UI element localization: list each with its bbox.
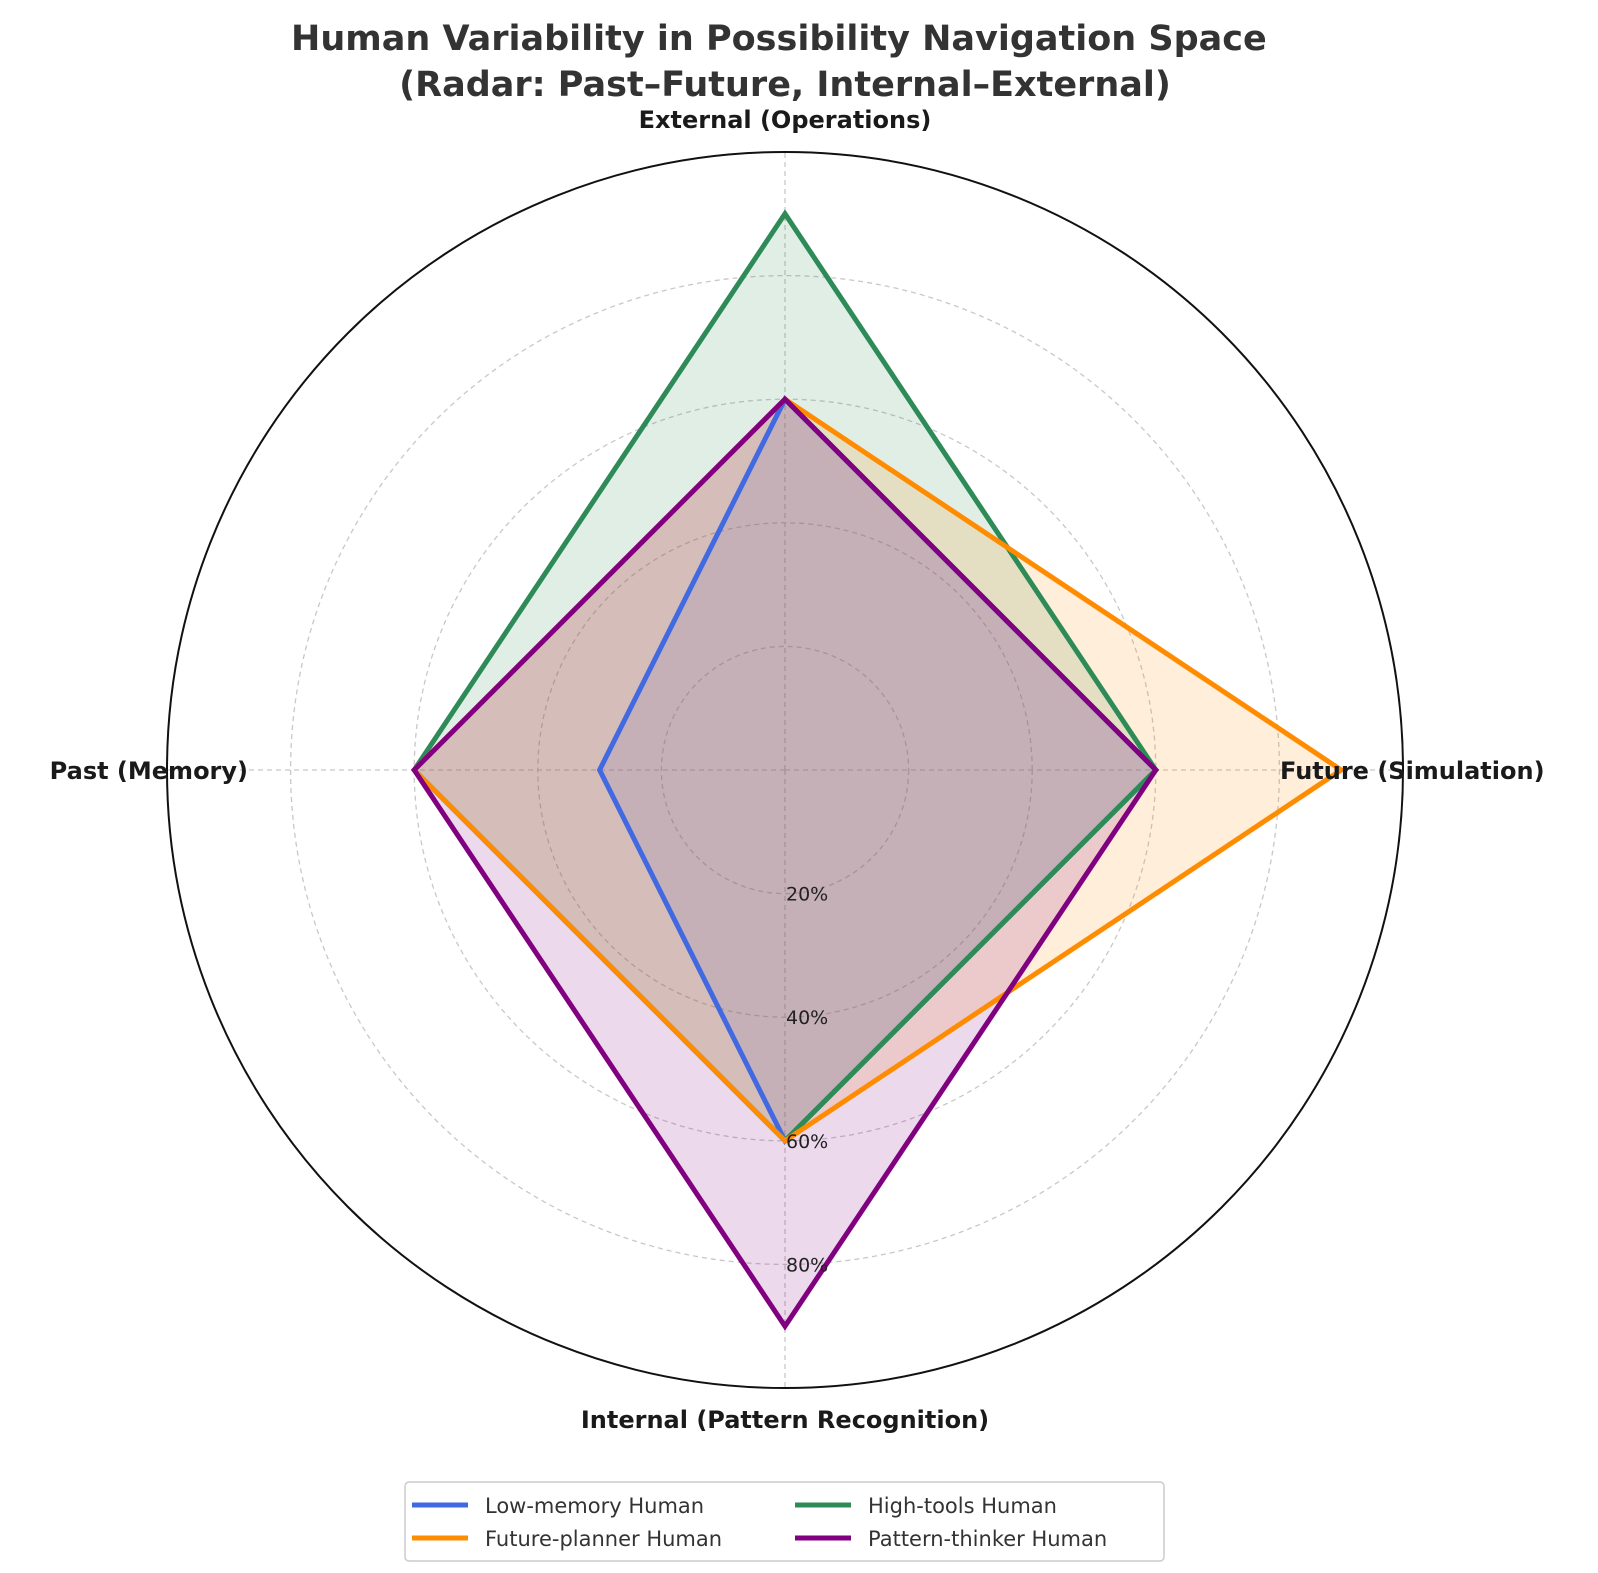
chart-title: Human Variability in Possibility Navigat… [291, 19, 1279, 105]
radial-tick-labels: 20% 40% 60% 80% [786, 884, 828, 1277]
tick-label: 60% [786, 1131, 828, 1153]
tick-label: 40% [786, 1007, 828, 1029]
axis-label: Past (Memory) [50, 757, 248, 785]
legend-label: Pattern-thinker Human [868, 1527, 1107, 1551]
legend: Low-memory Human High-tools Human Future-p… [404, 1481, 1165, 1562]
chart-title-line-2: (Radar: Past–Future, Internal–External) [399, 65, 1171, 105]
series-lines [410, 209, 1346, 1331]
radar-outer-ring [166, 151, 1404, 1389]
series-fill [599, 399, 1156, 1141]
series-line [410, 395, 1160, 1331]
series-fill [414, 399, 1156, 1327]
legend-label: Future-planner Human [485, 1527, 722, 1551]
legend-label: High-tools Human [868, 1494, 1057, 1518]
axis-label: Internal (Pattern Recognition) [581, 1406, 989, 1434]
axis-label: External (Operations) [639, 106, 932, 134]
legend-box [404, 1481, 1165, 1562]
tick-label: 80% [786, 1254, 828, 1276]
chart-title-line-1: Human Variability in Possibility Navigat… [291, 19, 1267, 59]
tick-label: 20% [786, 884, 828, 906]
grid-ring [660, 645, 910, 895]
series-fills [414, 213, 1342, 1327]
legend-label: Low-memory Human [485, 1494, 704, 1518]
series-fill [414, 213, 1156, 1141]
series-fill [414, 399, 1342, 1141]
axis-labels: Future (Simulation) External (Operations)… [50, 106, 1545, 1434]
axis-label: Future (Simulation) [1280, 757, 1545, 785]
grid-ring [289, 274, 1281, 1266]
